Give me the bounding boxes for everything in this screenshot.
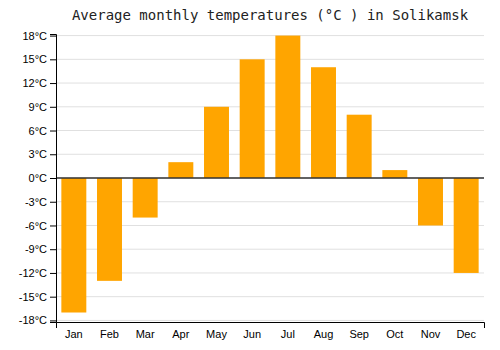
grid: [56, 36, 484, 321]
grid-line: [56, 106, 484, 107]
x-axis: Jan Feb Mar Apr May Jun Jul Aug Sep Oct Nov Dec: [57, 323, 485, 340]
tick: 18°C: [22, 30, 56, 42]
chart: Average monthly temperatures (°C ) in So…: [0, 0, 500, 350]
plot: -18°C -15°C -12°C -9°C -6°C -3°C 0°C 3°C 6°C 9°C 1…: [19, 30, 485, 340]
tick-mark: [50, 202, 56, 203]
tick-label: Jun: [243, 328, 261, 340]
grid-line: [56, 59, 484, 60]
tick: 15°C: [22, 53, 56, 65]
tick: -12°C: [19, 267, 56, 279]
bar: [168, 162, 193, 178]
tick: Apr: [172, 328, 189, 340]
tick: Jan: [65, 328, 83, 340]
grid-line: [56, 320, 484, 321]
tick: 9°C: [29, 101, 56, 113]
bar: [133, 178, 158, 218]
tick-label: -3°C: [25, 196, 47, 208]
tick-label: Jan: [65, 328, 83, 340]
bar: [275, 36, 300, 178]
bar: [347, 115, 372, 178]
grid-line: [56, 83, 484, 84]
tick-label: Oct: [386, 328, 403, 340]
tick: Mar: [136, 328, 155, 340]
title: Average monthly temperatures (°C ) in So…: [72, 7, 469, 23]
tick: -9°C: [25, 243, 56, 255]
tick: 3°C: [29, 148, 56, 160]
tick-label: Apr: [172, 328, 189, 340]
tick-label: 3°C: [29, 148, 48, 160]
tick-label: -18°C: [19, 314, 47, 326]
tick: Jul: [281, 328, 295, 340]
bar: [240, 59, 265, 178]
tick-label: -6°C: [25, 219, 47, 231]
tick: Nov: [421, 328, 441, 340]
axis-line: [50, 35, 57, 323]
tick-label: 0°C: [29, 172, 48, 184]
grid-line: [56, 154, 484, 155]
tick-label: 6°C: [29, 125, 48, 137]
tick-mark: [50, 107, 56, 108]
bar: [311, 67, 336, 178]
grid-line: [56, 35, 484, 36]
tick-label: -9°C: [25, 243, 47, 255]
tick-mark: [50, 131, 56, 132]
tick-label: May: [206, 328, 227, 340]
baseline: [56, 177, 484, 179]
y-axis: -18°C -15°C -12°C -9°C -6°C -3°C 0°C 3°C 6°C 9°C 1…: [19, 30, 57, 327]
bar: [418, 178, 443, 225]
tick-label: Nov: [421, 328, 441, 340]
bar: [61, 178, 86, 313]
tick-label: 15°C: [22, 53, 47, 65]
tick-mark: [50, 178, 56, 179]
tick: 0°C: [29, 172, 56, 184]
tick: Jun: [243, 328, 261, 340]
tick: -3°C: [25, 196, 56, 208]
tick-mark: [50, 225, 56, 226]
bars: [56, 36, 484, 313]
tick-label: Feb: [100, 328, 119, 340]
tick: 6°C: [29, 125, 56, 137]
tick-mark: [50, 320, 56, 321]
grid-line: [56, 130, 484, 131]
bar: [204, 107, 229, 178]
tick: Aug: [314, 328, 334, 340]
bar: [454, 178, 479, 273]
tick-mark: [50, 154, 56, 155]
tick: Sep: [349, 328, 369, 340]
tick: -18°C: [19, 314, 56, 326]
tick: -15°C: [19, 291, 56, 303]
tick-label: -15°C: [19, 291, 47, 303]
tick-label: 18°C: [22, 30, 47, 42]
tick-label: Aug: [314, 328, 334, 340]
tick-mark: [50, 36, 56, 37]
tick-label: 9°C: [29, 101, 48, 113]
tick: Feb: [100, 328, 119, 340]
tick-label: 12°C: [22, 77, 47, 89]
tick: Dec: [456, 328, 476, 340]
tick-label: -12°C: [19, 267, 47, 279]
tick-mark: [50, 273, 56, 274]
tick-label: Jul: [281, 328, 295, 340]
bar: [382, 170, 407, 178]
tick-mark: [50, 249, 56, 250]
grid-line: [56, 296, 484, 297]
tick: 12°C: [22, 77, 56, 89]
tick: Oct: [386, 328, 403, 340]
tick-mark: [50, 59, 56, 60]
tick-label: Mar: [136, 328, 155, 340]
tick: -6°C: [25, 219, 56, 231]
tick-label: Sep: [349, 328, 369, 340]
tick-mark: [50, 83, 56, 84]
tick: May: [206, 328, 227, 340]
bar: [97, 178, 122, 281]
tick-mark: [50, 297, 56, 298]
grid-line: [56, 178, 484, 179]
tick-label: Dec: [456, 328, 476, 340]
